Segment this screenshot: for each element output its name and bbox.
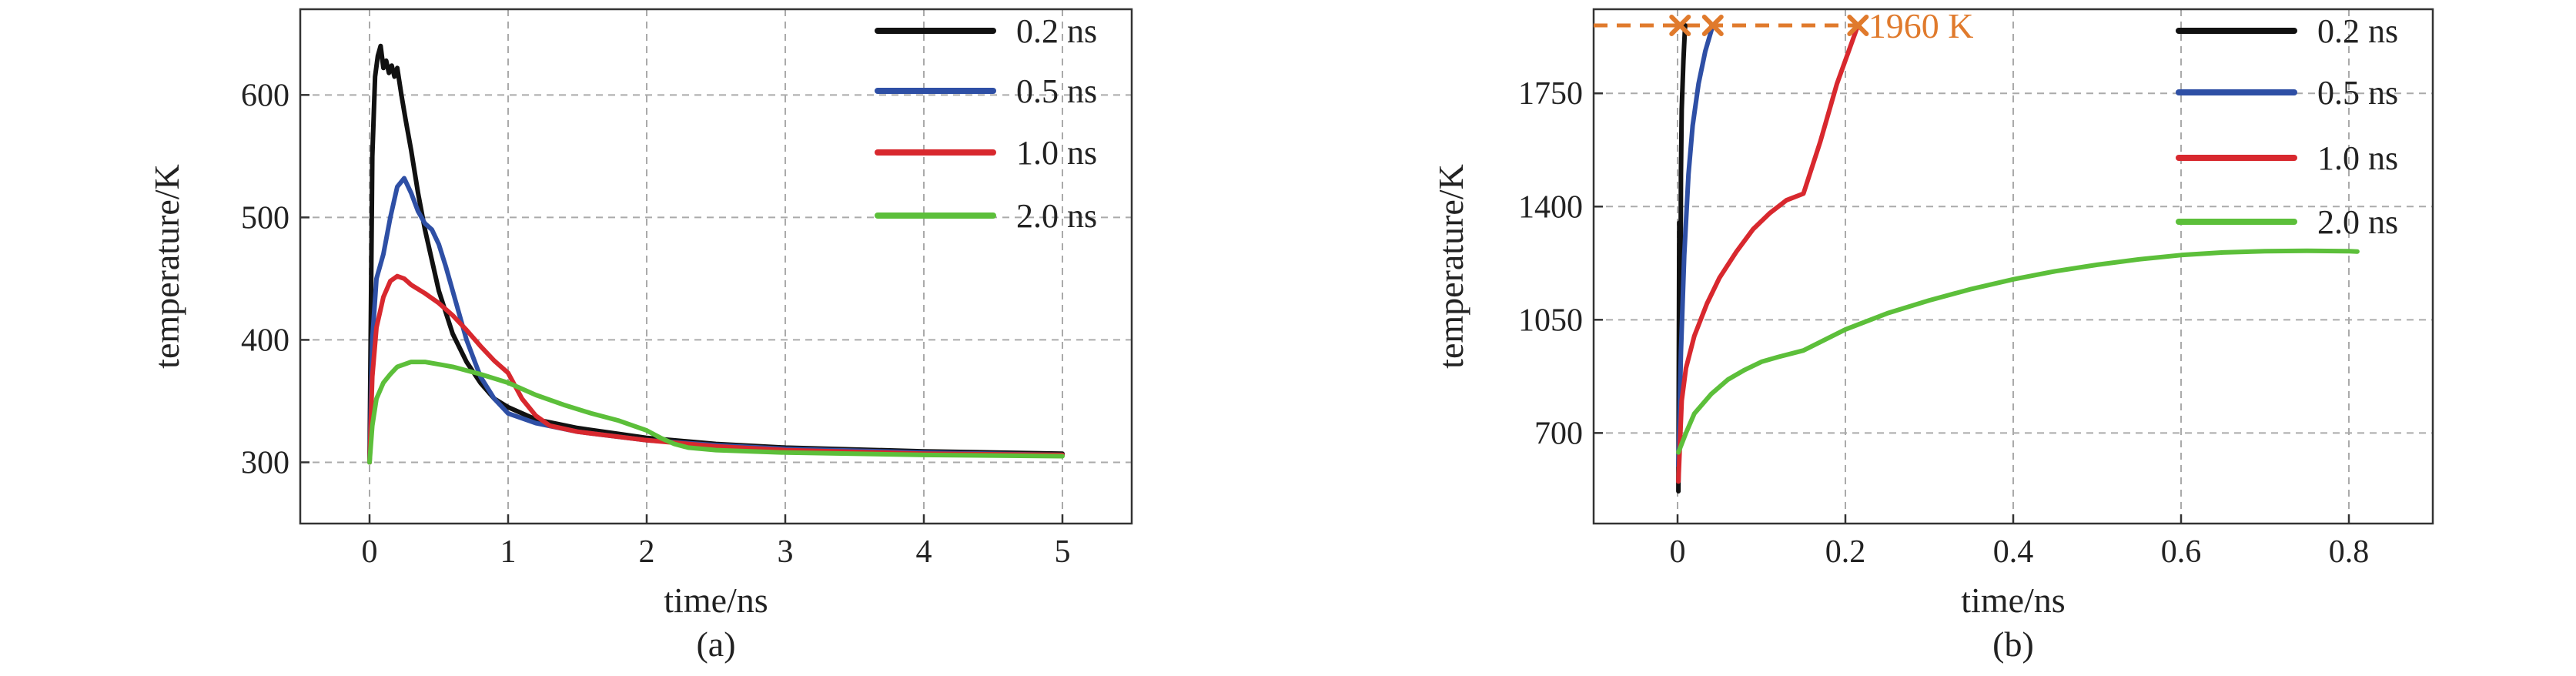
legend-label: 1.0 ns xyxy=(1016,134,1097,172)
legend-entry: 1.0 ns xyxy=(875,134,1097,172)
legend-entry: 0.5 ns xyxy=(2176,74,2398,112)
x-tick-label: 0.8 xyxy=(2329,534,2370,570)
x-axis-label: time/ns xyxy=(664,581,768,620)
y-tick-label: 1750 xyxy=(1518,76,1583,112)
threshold-marker xyxy=(1669,15,1691,37)
x-axis-label: time/ns xyxy=(1961,581,2065,620)
panel-label: (a) xyxy=(696,624,735,664)
threshold-marker xyxy=(1701,15,1724,37)
legend-label: 2.0 ns xyxy=(1016,197,1097,235)
y-tick-label: 600 xyxy=(241,78,289,113)
y-tick-label: 400 xyxy=(241,323,289,358)
series-line-2-0-ns xyxy=(1676,248,2360,455)
series-line-1-0-ns xyxy=(367,273,1065,465)
legend-label: 1.0 ns xyxy=(2317,139,2398,177)
y-tick-label: 700 xyxy=(1534,416,1583,451)
y-tick-label: 300 xyxy=(241,445,289,480)
x-tick-label: 1 xyxy=(500,534,517,570)
x-tick-label: 0.4 xyxy=(1993,534,2034,570)
series-line-0-2-ns xyxy=(367,43,1065,465)
x-tick-label: 5 xyxy=(1055,534,1071,570)
legend-label: 2.0 ns xyxy=(2317,203,2398,241)
chart-panel-b: 0 0.2 0.4 0.6 0.8 700 1050 1400 1750 time/ns tempe… xyxy=(1431,6,2434,664)
y-axis-label: temperature/K xyxy=(147,164,186,369)
y-tick-label: 1050 xyxy=(1518,303,1583,338)
legend-label: 0.5 ns xyxy=(2317,74,2398,112)
legend-label: 0.5 ns xyxy=(1016,72,1097,110)
chart-panel-a: 0 1 2 3 4 5 300 400 500 600 time/ns temperature/K (a… xyxy=(147,8,1133,664)
x-tick-label: 0.6 xyxy=(2161,534,2202,570)
panel-label: (b) xyxy=(1992,624,2034,664)
legend-entry: 2.0 ns xyxy=(875,197,1097,235)
series-line-0-5-ns xyxy=(1676,23,1715,468)
x-tick-label: 4 xyxy=(916,534,932,570)
y-tick-label: 500 xyxy=(241,200,289,236)
x-tick-label: 0 xyxy=(1670,534,1686,570)
legend-entry: 0.2 ns xyxy=(2176,12,2398,50)
legend-entry: 1.0 ns xyxy=(2176,139,2398,177)
threshold-marker xyxy=(1847,15,1869,37)
legend-entry: 0.5 ns xyxy=(875,72,1097,110)
marker-stroke xyxy=(1847,15,1869,37)
legend-label: 0.2 ns xyxy=(1016,12,1097,50)
x-tick-label: 3 xyxy=(778,534,794,570)
legend-entry: 2.0 ns xyxy=(2176,203,2398,241)
y-axis-label: temperature/K xyxy=(1431,164,1470,369)
series-line-1-0-ns xyxy=(1676,23,1861,484)
x-tick-label: 0 xyxy=(362,534,378,570)
plot-area xyxy=(367,43,1065,465)
series-line-0-5-ns xyxy=(367,176,1065,465)
x-tick-label: 2 xyxy=(639,534,655,570)
series-line-0-2-ns xyxy=(1676,23,1688,494)
legend-label: 0.2 ns xyxy=(2317,12,2398,50)
threshold-label: 1960 K xyxy=(1868,6,1974,45)
y-tick-label: 1400 xyxy=(1518,189,1583,225)
plot-area xyxy=(1594,23,2360,494)
marker-stroke xyxy=(1701,15,1724,37)
x-tick-label: 0.2 xyxy=(1825,534,1866,570)
marker-stroke xyxy=(1669,15,1691,37)
legend-entry: 0.2 ns xyxy=(875,12,1097,50)
series-line-2-0-ns xyxy=(367,360,1065,465)
plot-frame xyxy=(299,8,1133,525)
